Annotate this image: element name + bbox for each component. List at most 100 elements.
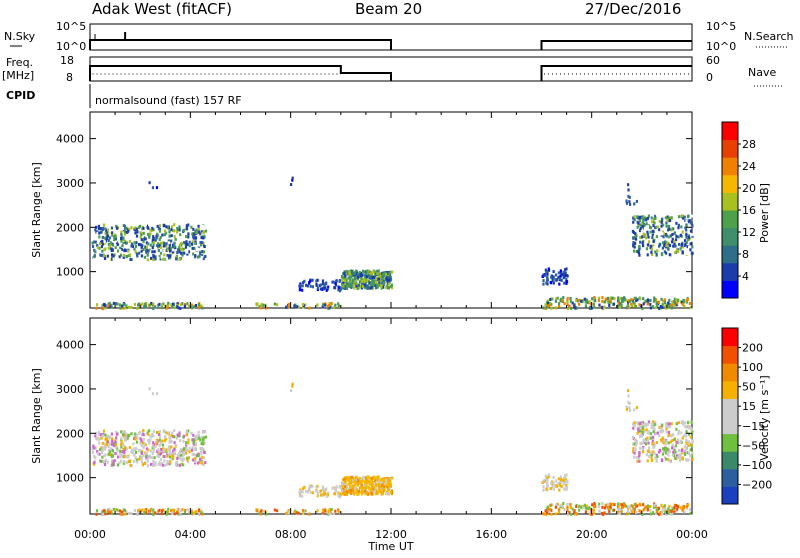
velocity-echo [651,511,655,515]
velocity-echo [683,451,686,455]
velocity-echo [342,492,345,496]
velocity-echo [343,483,347,487]
power-echo [548,304,551,308]
power-echo [176,305,179,309]
velocity-echo [112,463,115,467]
velocity-echo [170,445,173,449]
velocity-echo [676,438,680,442]
power-echo [638,219,642,223]
power-echo [668,218,672,222]
colorbar-segment [722,345,738,364]
velocity-echo [385,483,388,487]
power-echo [353,286,356,290]
velocity-echo [199,438,202,442]
power-echo [638,248,641,252]
velocity-echo [323,509,327,513]
velocity-echo [542,479,545,483]
power-echo [372,279,375,283]
power-echo [264,306,267,310]
velocity-echo [178,453,181,457]
velocity-echo [200,436,203,440]
velocity-echo [359,480,363,484]
power-echo [163,244,166,248]
velocity-echo [372,485,375,489]
velocity-echo [154,511,157,515]
colorbar-segment [722,227,738,246]
velocity-echo [310,484,313,488]
velocity-echo [120,430,123,434]
velocity-echo [183,448,186,452]
power-echo [566,296,569,300]
velocity-echo [128,459,132,463]
velocity-echo [378,483,381,487]
velocity-echo [665,457,668,461]
power-echo [588,300,591,304]
power-echo [544,268,547,272]
velocity-echo [161,463,165,467]
velocity-echo [385,478,388,482]
power-echo [161,303,164,307]
velocity-echo [639,432,642,436]
velocity-echo [172,435,175,439]
power-echo [115,226,119,230]
power-echo [633,218,636,222]
power-echo [140,238,143,242]
velocity-echo [389,481,392,485]
power-echo [178,250,181,254]
power-echo [378,277,381,281]
velocity-echo [687,458,690,462]
velocity-echo [135,440,139,444]
power-echo [140,245,143,249]
power-echo [650,252,654,256]
velocity-echo [321,488,325,492]
power-echo [688,301,692,305]
power-echo [641,220,645,224]
velocity-echo [560,478,563,482]
velocity-echo [111,442,114,446]
power-echo [658,244,661,248]
power-echo [148,248,151,252]
power-echo [301,284,304,288]
power-echo [98,246,101,250]
power-echo [198,254,201,258]
power-echo [372,283,375,287]
velocity-echo [299,489,302,493]
power-echo [158,243,161,247]
velocity-echo [200,452,203,456]
power-echo [137,243,141,247]
velocity-echo [638,421,641,425]
power-echo [685,298,688,302]
velocity-echo [115,430,118,434]
velocity-echo [650,426,654,430]
power-echo [661,246,664,250]
velocity-echo [552,481,555,485]
velocity-echo [578,508,581,512]
power-echo [112,257,115,261]
velocity-echo [147,432,150,436]
velocity-echo [380,490,383,494]
power-echo [173,229,176,233]
velocity-echo [387,482,390,486]
power-echo [375,286,378,290]
velocity-echo [625,504,628,508]
power-echo [670,306,674,310]
velocity-echo [667,441,670,445]
power-echo [157,248,160,252]
velocity-echo [370,491,373,495]
velocity-echo [119,452,122,456]
power-echo [641,235,644,239]
power-echo [348,281,351,285]
power-echo [647,214,651,218]
power-echo [116,249,120,253]
velocity-echo [116,455,120,459]
power-echo [182,257,185,261]
velocity-echo [639,510,643,514]
velocity-echo [185,433,188,437]
power-echo [373,276,376,280]
power-echo [546,275,549,279]
velocity-echo [676,507,679,511]
velocity-echo [303,485,306,489]
velocity-echo [190,509,193,513]
power-echo [195,228,198,232]
power-echo [574,306,577,310]
